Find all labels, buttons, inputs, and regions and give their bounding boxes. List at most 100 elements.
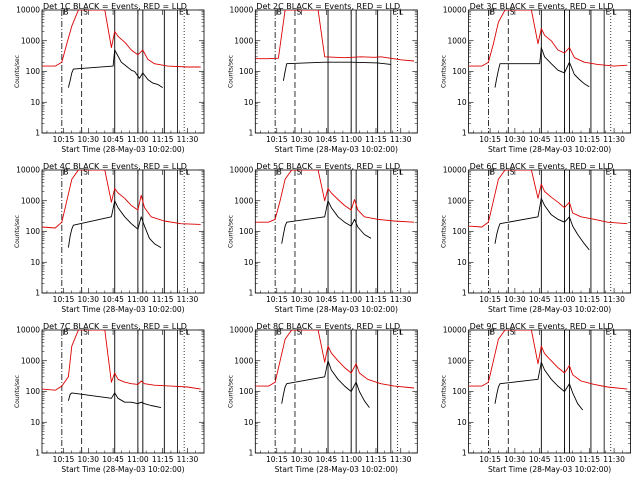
y-tick-label: 1000 <box>448 36 467 45</box>
x-tick-label: 11:00 <box>554 295 576 304</box>
x-tick-label: 11:00 <box>127 455 149 464</box>
y-axis-label: Counts/sec <box>441 375 448 408</box>
marker-label-s: S <box>296 167 301 176</box>
marker-label-e: E <box>392 327 397 336</box>
x-tick-label: 11:15 <box>578 455 600 464</box>
x-axis-label: Start Time (28-May-03 10:02:00) <box>488 305 611 314</box>
x-axis-label: Start Time (28-May-03 10:02:00) <box>61 465 184 474</box>
x-tick-label: 11:30 <box>603 295 625 304</box>
x-tick-label: 10:15 <box>479 295 501 304</box>
x-tick-label: 11:15 <box>152 135 174 144</box>
x-tick-label: 10:30 <box>77 455 99 464</box>
marker-label-l: L <box>399 167 404 176</box>
y-tick-label: 1 <box>35 129 40 138</box>
y-tick-label: 10 <box>30 98 40 107</box>
x-tick-label: 11:15 <box>365 135 387 144</box>
y-axis-label: Counts/sec <box>14 215 21 248</box>
series-lld-line <box>255 10 415 62</box>
y-tick-label: 100 <box>239 67 254 76</box>
plot-frame <box>468 169 632 294</box>
x-axis-label: Start Time (28-May-03 10:02:00) <box>275 305 398 314</box>
x-tick-label: 11:00 <box>554 135 576 144</box>
x-tick-label: 11:00 <box>340 455 362 464</box>
y-axis-label: Counts/sec <box>441 215 448 248</box>
marker-label-e: E <box>179 167 184 176</box>
series-events-line <box>67 49 163 88</box>
y-tick-label: 1 <box>249 449 254 458</box>
marker-label-s: S <box>83 327 88 336</box>
x-tick-label: 11:30 <box>603 455 625 464</box>
marker-label-l: L <box>612 167 617 176</box>
x-tick-label: 10:30 <box>291 135 313 144</box>
panel-det-9: Det 9C BLACK = Events, RED = LLD 1 10 100 10… <box>441 322 632 474</box>
y-tick-label: 10000 <box>229 326 253 335</box>
x-tick-label: 11:00 <box>127 135 149 144</box>
x-tick-label: 11:15 <box>152 295 174 304</box>
plot-area <box>468 170 628 293</box>
y-tick-label: 10 <box>30 258 40 267</box>
panel-title: Det 8C BLACK = Events, RED = LLD <box>256 322 400 331</box>
x-tick-label: 10:15 <box>53 455 75 464</box>
series-lld-line <box>468 10 628 67</box>
y-tick-label: 1000 <box>21 36 40 45</box>
series-lld-line <box>255 330 415 389</box>
x-tick-label: 10:30 <box>504 135 526 144</box>
x-tick-label: 11:30 <box>177 295 199 304</box>
marker-label-e: E <box>392 7 397 16</box>
x-tick-label: 11:15 <box>152 455 174 464</box>
y-tick-label: 10 <box>244 98 254 107</box>
x-tick-label: 10:15 <box>53 295 75 304</box>
y-tick-label: 10 <box>30 418 40 427</box>
plot-frame <box>41 169 205 294</box>
marker-label-s: S <box>510 167 515 176</box>
series-lld-line <box>42 330 201 391</box>
x-axis-label: Start Time (28-May-03 10:02:00) <box>61 305 184 314</box>
series-events-line <box>494 197 590 251</box>
marker-label-l: L <box>399 7 404 16</box>
marker-label-l: L <box>186 167 191 176</box>
x-tick-label: 10:30 <box>504 295 526 304</box>
panel-det-3: Det 3C BLACK = Events, RED = LLD 1 10 100 10… <box>441 2 632 154</box>
y-tick-label: 10000 <box>16 166 40 175</box>
x-tick-label: 10:15 <box>266 135 288 144</box>
x-tick-label: 10:30 <box>77 135 99 144</box>
y-tick-label: 1000 <box>21 196 40 205</box>
y-tick-label: 10000 <box>16 6 40 15</box>
x-tick-label: 10:30 <box>77 295 99 304</box>
y-tick-label: 1000 <box>234 36 253 45</box>
x-tick-label: 10:45 <box>529 455 551 464</box>
marker-label-s: S <box>510 327 515 336</box>
marker-label-b: B <box>63 167 68 176</box>
panel-det-6: Det 6C BLACK = Events, RED = LLD 1 10 100 10… <box>441 162 632 314</box>
series-lld-line <box>255 170 415 223</box>
x-tick-label: 10:15 <box>479 455 501 464</box>
marker-label-e: E <box>606 167 611 176</box>
marker-label-e: E <box>606 327 611 336</box>
y-tick-label: 1000 <box>21 356 40 365</box>
panel-det-2: Det 2C BLACK = Events, RED = LLD 1 10 100 10… <box>227 2 418 154</box>
plot-area <box>42 330 201 453</box>
series-lld-line <box>42 10 201 68</box>
marker-label-s: S <box>83 167 88 176</box>
x-tick-label: 10:30 <box>291 295 313 304</box>
y-tick-label: 100 <box>239 387 254 396</box>
plot-area <box>42 10 201 133</box>
panel-title: Det 3C BLACK = Events, RED = LLD <box>470 2 614 11</box>
x-tick-label: 11:00 <box>554 455 576 464</box>
plot-area <box>468 330 628 453</box>
y-tick-label: 1 <box>35 289 40 298</box>
y-tick-label: 1 <box>249 129 254 138</box>
x-tick-label: 11:00 <box>127 295 149 304</box>
plot-area <box>255 170 415 293</box>
plot-frame <box>254 329 418 454</box>
x-tick-label: 11:30 <box>177 455 199 464</box>
x-tick-label: 11:30 <box>390 135 412 144</box>
y-tick-label: 10 <box>244 258 254 267</box>
y-tick-label: 1 <box>249 289 254 298</box>
x-tick-label: 10:15 <box>53 135 75 144</box>
plot-frame <box>254 169 418 294</box>
x-tick-label: 11:00 <box>340 295 362 304</box>
series-lld-line <box>468 330 628 390</box>
plot-area <box>255 10 415 133</box>
x-axis-label: Start Time (28-May-03 10:02:00) <box>275 465 398 474</box>
